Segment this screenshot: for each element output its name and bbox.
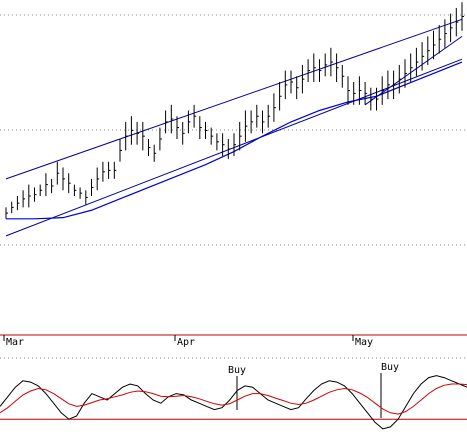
trend-line-1 (5, 18, 463, 180)
month-label-mar: Mar (6, 337, 24, 348)
trend-line-3 (364, 35, 463, 106)
buy-annotation-2: Buy (381, 362, 399, 373)
oscillator-slow-line (0, 383, 467, 415)
buy-annotation-1: Buy (228, 365, 246, 376)
price-chart (0, 2, 467, 246)
month-label-apr: Apr (177, 337, 195, 348)
month-label-may: May (355, 337, 373, 348)
oscillator-fast-line (0, 375, 467, 430)
